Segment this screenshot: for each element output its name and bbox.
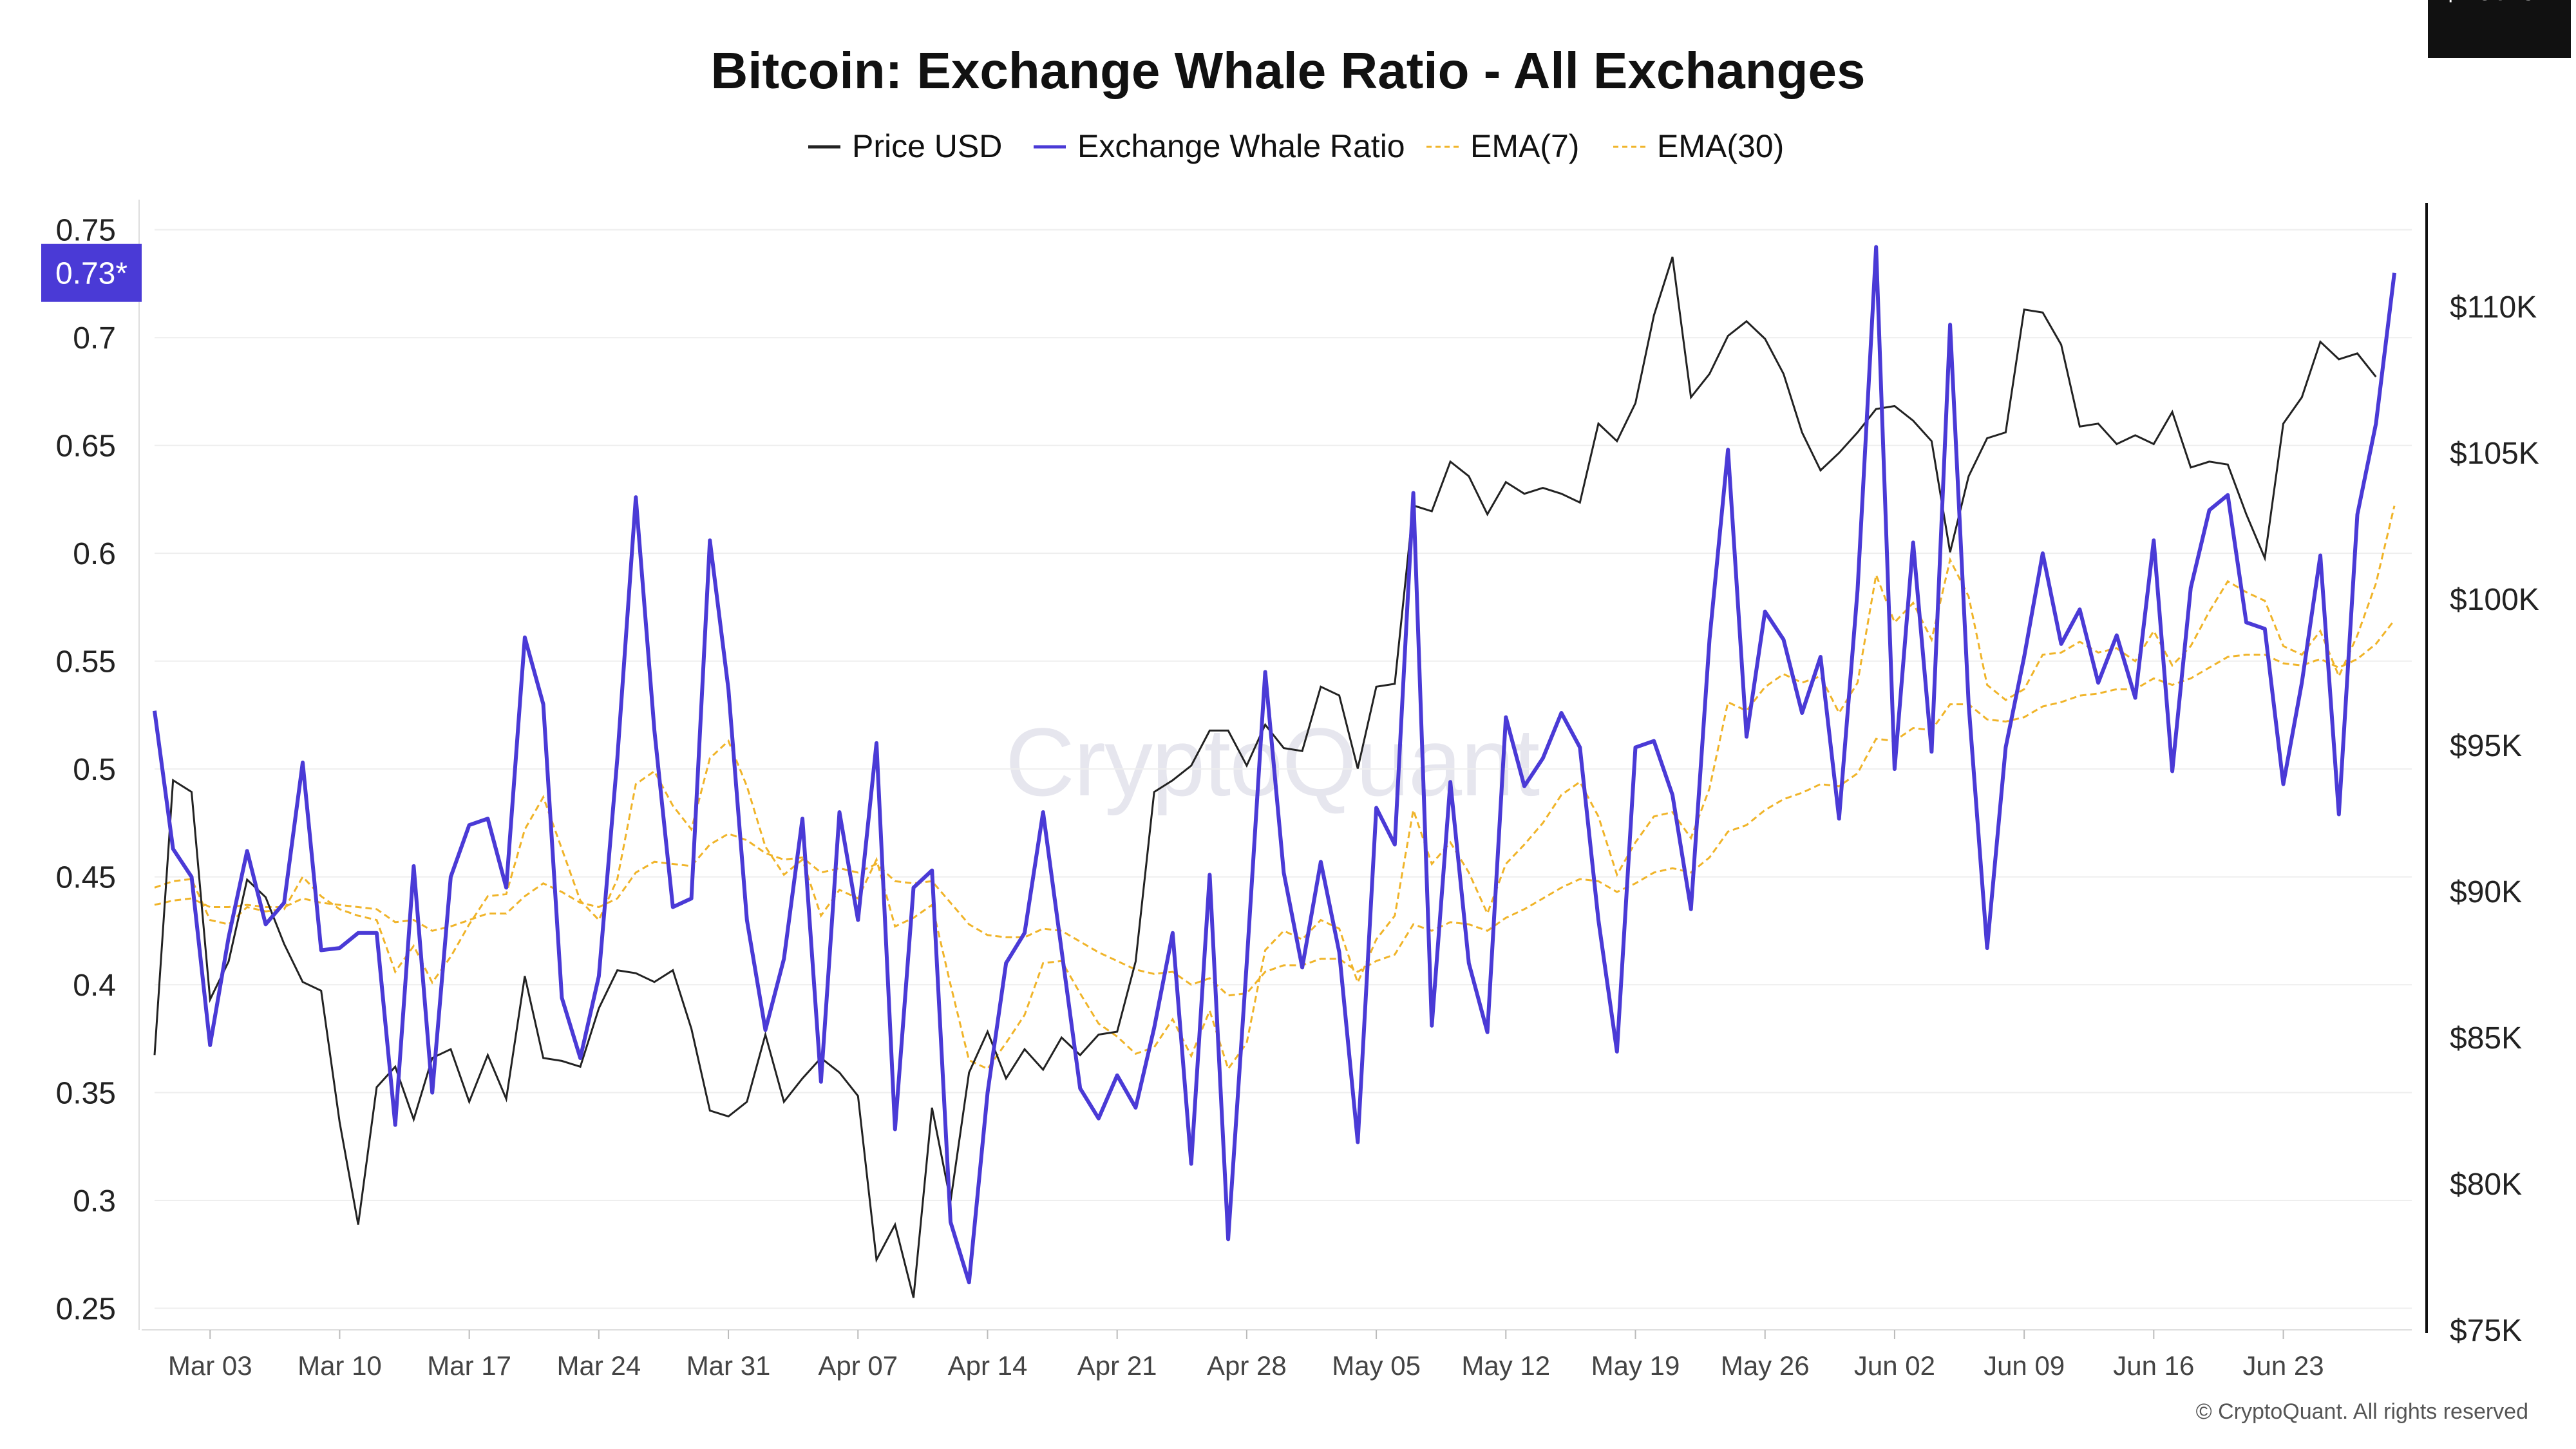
y-right-tick-label: $105K xyxy=(2450,437,2539,471)
y-left-tick-label: 0.55 xyxy=(56,645,116,679)
legend-item: EMA(7) xyxy=(1426,128,1579,164)
x-tick-label: Apr 21 xyxy=(1077,1350,1157,1381)
y-left-tick-label: 0.35 xyxy=(56,1077,116,1111)
y-left-tick-label: 0.65 xyxy=(56,430,116,464)
x-tick-label: Mar 31 xyxy=(687,1350,771,1381)
x-tick-label: Apr 07 xyxy=(818,1350,898,1381)
legend-label: Exchange Whale Ratio xyxy=(1077,128,1405,164)
y-right-tick-label: $90K xyxy=(2450,875,2522,909)
x-tick-label: May 26 xyxy=(1721,1350,1810,1381)
x-tick-label: Mar 03 xyxy=(168,1350,252,1381)
x-tick-label: Apr 28 xyxy=(1207,1350,1287,1381)
x-tick-label: Jun 02 xyxy=(1854,1350,1935,1381)
x-tick-label: Mar 10 xyxy=(298,1350,382,1381)
legend-item: EMA(30) xyxy=(1613,128,1784,164)
copyright-text: © CryptoQuant. All rights reserved xyxy=(2196,1399,2528,1424)
legend-item: Exchange Whale Ratio xyxy=(1034,128,1405,164)
legend-label: Price USD xyxy=(852,128,1002,164)
x-tick-label: Jun 09 xyxy=(1984,1350,2065,1381)
right-badge-text: $107.6K xyxy=(2442,0,2557,7)
legend: Price USD Exchange Whale Ratio EMA(7) EMA(3… xyxy=(808,128,1784,164)
ema30-line xyxy=(154,620,2396,997)
y-right-tick-label: $110K xyxy=(2450,290,2537,325)
y-right-tick-label: $100K xyxy=(2450,583,2539,617)
y-right-tick-label: $85K xyxy=(2450,1021,2522,1056)
x-tick-label: Jun 16 xyxy=(2113,1350,2194,1381)
x-tick-label: Mar 24 xyxy=(556,1350,641,1381)
x-tick-label: Mar 17 xyxy=(427,1350,511,1381)
left-badge-text: 0.73* xyxy=(55,257,128,291)
y-left-tick-label: 0.75 xyxy=(56,214,116,248)
x-tick-label: May 05 xyxy=(1332,1350,1421,1381)
series-layer xyxy=(153,245,2396,1298)
y-right-tick-label: $80K xyxy=(2450,1168,2522,1202)
value-badges: 0.73* $107.6K xyxy=(41,0,2571,302)
y-left-tick-label: 0.5 xyxy=(73,753,116,787)
left-badge-box xyxy=(41,243,142,302)
legend-item: Price USD xyxy=(808,128,1002,164)
y-right-tick-label: $75K xyxy=(2450,1314,2522,1348)
ema7-line xyxy=(154,506,2396,1072)
x-tick-label: May 12 xyxy=(1461,1350,1550,1381)
x-tick-label: May 19 xyxy=(1591,1350,1680,1381)
y-left-tick-label: 0.25 xyxy=(56,1293,116,1327)
right-badge-box xyxy=(2428,0,2571,58)
right-value-badge: $107.6K xyxy=(2428,0,2571,58)
y-left-tick-label: 0.4 xyxy=(73,969,116,1003)
price-usd-line xyxy=(153,256,2377,1298)
y-left-tick-label: 0.3 xyxy=(73,1184,116,1218)
grid xyxy=(155,229,2412,1309)
legend-label: EMA(30) xyxy=(1657,128,1784,164)
y-right-tick-label: $95K xyxy=(2450,729,2522,763)
x-tick-label: Jun 23 xyxy=(2242,1350,2324,1381)
y-left-tick-label: 0.6 xyxy=(73,537,116,571)
chart-title: Bitcoin: Exchange Whale Ratio - All Exch… xyxy=(711,42,1866,99)
y-left-tick-label: 0.7 xyxy=(73,321,116,355)
legend-label: EMA(7) xyxy=(1470,128,1579,164)
y-left-tick-label: 0.45 xyxy=(56,861,116,895)
left-value-badge: 0.73* xyxy=(41,243,142,302)
axes: 0.25 0.3 0.35 0.4 0.45 0.5 0.55 0.6 0.65 0.7 0.75 $… xyxy=(56,200,2539,1381)
x-tick-label: Apr 14 xyxy=(948,1350,1028,1381)
whale-ratio-line xyxy=(153,245,2396,1285)
